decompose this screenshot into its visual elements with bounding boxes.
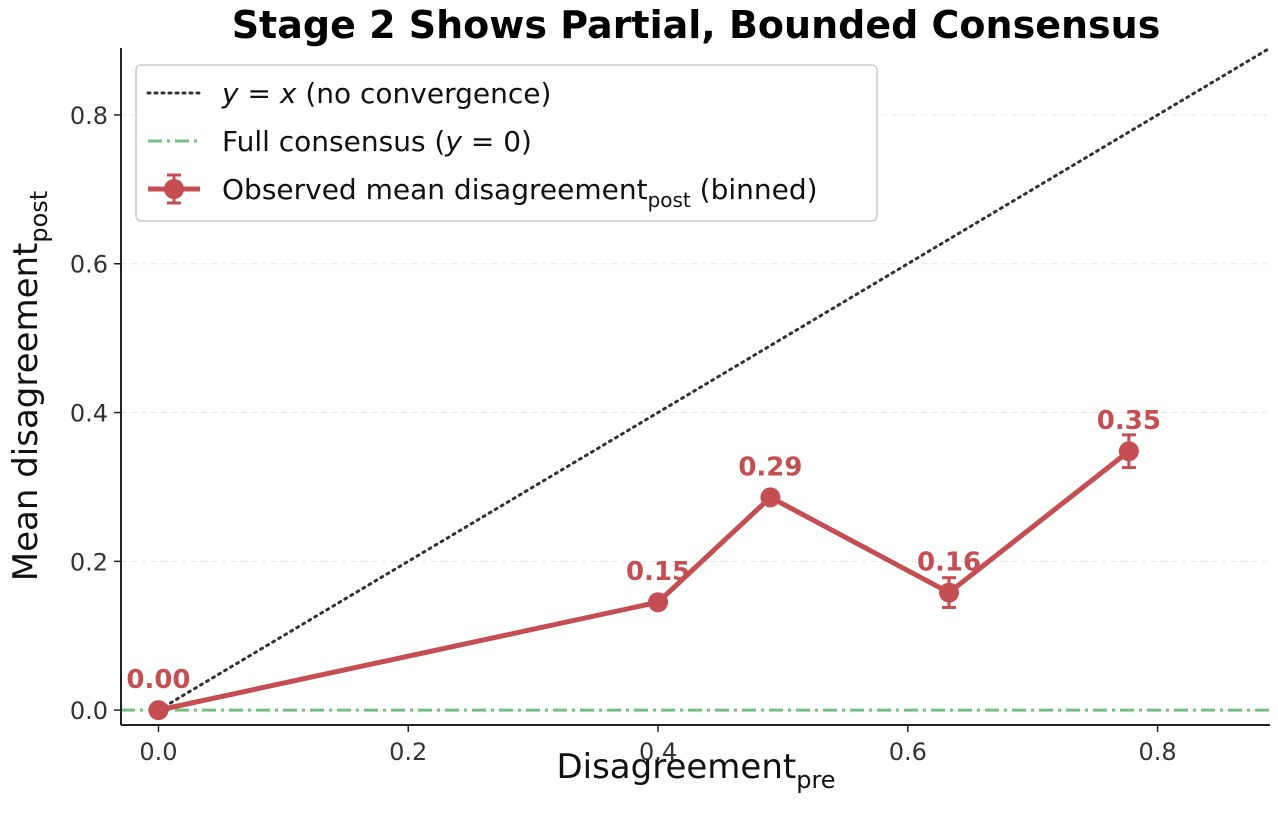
y-tick-label: 0.0 xyxy=(70,697,108,725)
y-tick-label: 0.8 xyxy=(70,102,108,130)
y-tick-label: 0.2 xyxy=(70,548,108,576)
data-labels: 0.00 0.15 0.29 0.16 0.35 xyxy=(126,406,1161,695)
observed-series xyxy=(148,433,1139,721)
data-point xyxy=(648,592,669,613)
y-tick-label: 0.4 xyxy=(70,400,108,428)
legend: y = x (no convergence) Full consensus (y… xyxy=(135,64,878,222)
data-label: 0.29 xyxy=(738,452,802,482)
x-axis-label: Disagreementpre xyxy=(556,747,835,794)
y-ticks: 0.0 0.2 0.4 0.6 0.8 xyxy=(70,102,121,725)
legend-entry-observed: Observed mean disagreementpost (binned) xyxy=(222,173,818,212)
x-tick-label: 0.6 xyxy=(889,738,927,766)
legend-entry-consensus: Full consensus (y = 0) xyxy=(222,125,532,158)
x-tick-label: 0.2 xyxy=(389,738,427,766)
data-label: 0.00 xyxy=(126,665,190,695)
legend-box xyxy=(135,64,878,222)
data-label: 0.16 xyxy=(917,548,981,578)
x-tick-label: 0.8 xyxy=(1139,738,1177,766)
data-point xyxy=(760,487,781,508)
y-tick-label: 0.6 xyxy=(70,251,108,279)
x-ticks: 0.0 0.2 0.4 0.6 0.8 xyxy=(139,725,1177,766)
data-point xyxy=(939,582,960,603)
legend-swatch-observed-marker xyxy=(164,179,184,199)
y-axis-label: Mean disagreementpost xyxy=(6,191,53,581)
legend-entry-identity: y = x (no convergence) xyxy=(221,77,551,110)
reference-lines xyxy=(121,46,1272,712)
chart-title: Stage 2 Shows Partial, Bounded Consensus xyxy=(232,3,1161,47)
data-label: 0.15 xyxy=(626,557,690,587)
data-label: 0.35 xyxy=(1097,406,1161,436)
x-tick-label: 0.0 xyxy=(139,738,177,766)
data-point xyxy=(148,700,169,721)
x-tick-label: 0.4 xyxy=(639,738,677,766)
identity-line xyxy=(156,46,1272,712)
data-point xyxy=(1118,441,1139,462)
